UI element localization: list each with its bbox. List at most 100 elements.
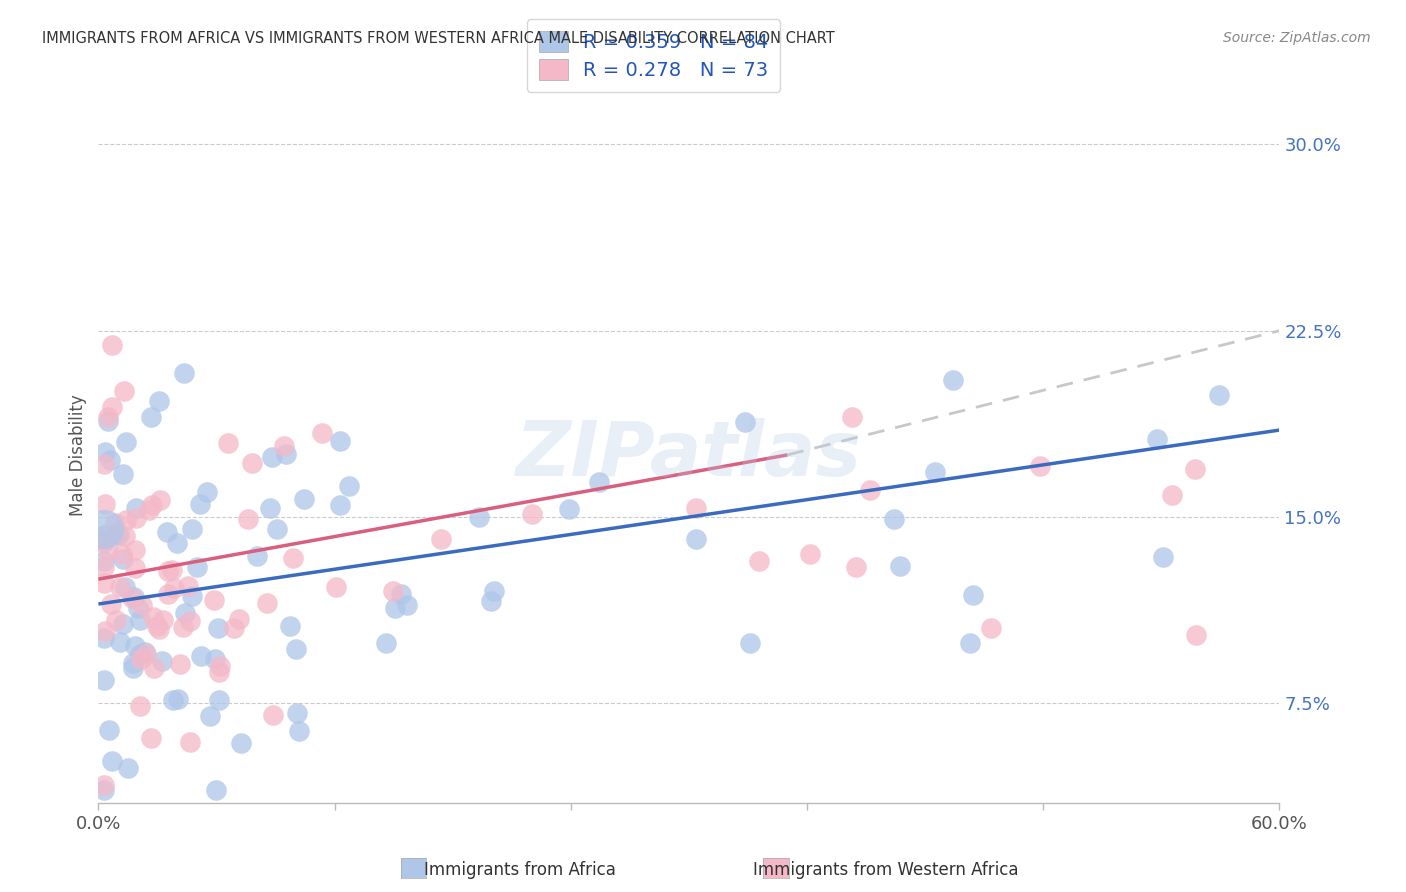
Point	[128, 613, 150, 627]
Point	[98, 453, 121, 467]
Point	[337, 479, 360, 493]
Point	[962, 588, 984, 602]
Point	[1152, 550, 1174, 565]
Point	[107, 528, 129, 542]
Point	[93, 576, 115, 591]
Point	[162, 692, 184, 706]
Point	[142, 661, 165, 675]
Point	[859, 483, 882, 498]
Point	[384, 601, 406, 615]
Text: Immigrants from Africa: Immigrants from Africa	[425, 861, 616, 879]
Point	[93, 560, 115, 574]
Point	[129, 647, 152, 661]
Point	[179, 615, 201, 629]
Point	[97, 409, 120, 424]
Point	[430, 532, 453, 546]
Point	[959, 636, 981, 650]
Point	[104, 516, 127, 531]
Point	[124, 542, 146, 557]
Point	[163, 581, 186, 595]
Point	[129, 698, 152, 713]
Point	[93, 445, 115, 459]
Point	[111, 547, 134, 561]
Point	[229, 736, 252, 750]
Point	[115, 513, 138, 527]
Point	[124, 639, 146, 653]
Point	[588, 475, 610, 489]
Point	[114, 434, 136, 449]
Point	[93, 523, 115, 537]
Point	[152, 613, 174, 627]
Point	[156, 587, 179, 601]
Point	[276, 447, 298, 461]
Point	[101, 400, 124, 414]
Point	[942, 373, 965, 387]
Point	[180, 522, 202, 536]
Point	[558, 502, 581, 516]
Point	[195, 485, 218, 500]
Point	[284, 641, 307, 656]
Point	[121, 660, 143, 674]
Point	[124, 561, 146, 575]
Point	[207, 621, 229, 635]
Point	[208, 693, 231, 707]
Point	[924, 465, 946, 479]
Point	[141, 498, 163, 512]
Point	[117, 761, 139, 775]
Point	[114, 581, 136, 595]
Point	[845, 559, 868, 574]
Point	[262, 450, 284, 465]
Point	[121, 591, 143, 605]
Point	[129, 652, 152, 666]
Point	[122, 591, 145, 605]
Point	[889, 559, 911, 574]
Point	[278, 619, 301, 633]
Point	[799, 547, 821, 561]
Point	[685, 501, 707, 516]
Point	[180, 589, 202, 603]
Point	[734, 415, 756, 429]
Point	[149, 492, 172, 507]
Point	[138, 502, 160, 516]
Point	[173, 607, 195, 621]
Point	[141, 731, 163, 746]
Point	[98, 723, 121, 737]
Point	[329, 498, 352, 512]
Point	[101, 337, 124, 351]
Point	[112, 551, 135, 566]
Point	[166, 692, 188, 706]
Point	[94, 497, 117, 511]
Point	[148, 622, 170, 636]
Point	[224, 621, 246, 635]
Point	[208, 659, 231, 673]
Point	[97, 542, 120, 557]
Point	[259, 501, 281, 516]
Point	[179, 735, 201, 749]
Point	[111, 617, 134, 632]
Point	[748, 554, 770, 568]
Point	[112, 467, 135, 481]
Point	[169, 657, 191, 672]
Point	[740, 636, 762, 650]
Point	[127, 601, 149, 615]
Point	[292, 492, 315, 507]
Point	[205, 783, 228, 797]
Point	[246, 549, 269, 564]
Point	[93, 533, 115, 547]
Point	[188, 497, 211, 511]
Point	[93, 783, 115, 797]
Point	[468, 509, 491, 524]
Point	[146, 619, 169, 633]
Text: IMMIGRANTS FROM AFRICA VS IMMIGRANTS FROM WESTERN AFRICA MALE DISABILITY CORRELA: IMMIGRANTS FROM AFRICA VS IMMIGRANTS FRO…	[42, 31, 835, 46]
Point	[1029, 458, 1052, 473]
Legend: R = 0.359   N = 84, R = 0.278   N = 73: R = 0.359 N = 84, R = 0.278 N = 73	[527, 20, 780, 92]
Point	[108, 635, 131, 649]
Point	[122, 656, 145, 670]
Point	[94, 624, 117, 639]
Point	[202, 592, 225, 607]
Point	[204, 652, 226, 666]
Point	[236, 512, 259, 526]
Point	[281, 551, 304, 566]
Text: Source: ZipAtlas.com: Source: ZipAtlas.com	[1223, 31, 1371, 45]
Point	[93, 673, 115, 687]
